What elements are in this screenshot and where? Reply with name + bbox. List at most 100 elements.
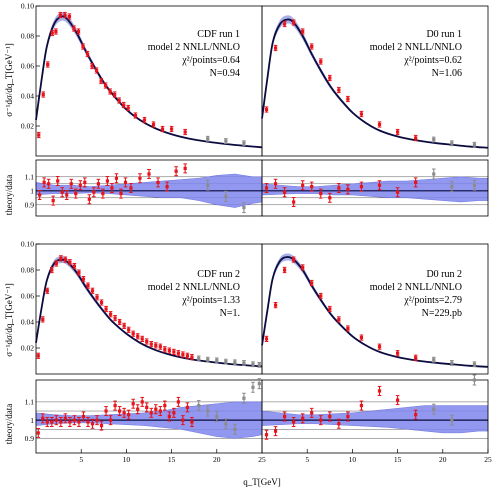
ratio-excluded-point-r_cdf2-2 — [215, 411, 219, 422]
ratio-point-r_cdf1-8 — [73, 188, 78, 199]
ratio-point-r_cdf2-19 — [122, 407, 126, 418]
ratio-point-r_cdf2-7 — [68, 416, 72, 427]
data-point-d01-11 — [377, 121, 382, 128]
data-point-cdf2-29 — [167, 347, 172, 354]
x-tick-label-r_cdf2-0: 5 — [79, 455, 83, 464]
data-point-cdf2-22 — [135, 333, 140, 340]
data-point-d01-7 — [328, 74, 332, 82]
x-tick-label-r_cdf2-4: 25 — [258, 455, 266, 464]
data-point-cdf1-10 — [81, 43, 85, 50]
ratio-excluded-point-r_d01-1 — [450, 181, 454, 193]
ratio-point-r_d02-12 — [395, 395, 400, 406]
annotation-cdf2-line4: N=1. — [220, 308, 240, 319]
ratio-point-r_cdf1-7 — [69, 178, 74, 189]
ratio-band-r_d02 — [261, 405, 489, 434]
ratio-point-r_cdf2-34 — [190, 416, 194, 427]
ratio-excluded-point-r_cdf2-4 — [233, 423, 237, 435]
data-point-cdf1-23 — [151, 121, 156, 128]
excluded-point-d02-2 — [472, 361, 477, 368]
ratio-point-r_cdf2-27 — [158, 406, 163, 417]
ratio-point-r_d01-12 — [395, 187, 400, 198]
data-point-cdf2-6 — [63, 256, 68, 263]
ratio-point-r_cdf2-10 — [81, 411, 86, 422]
data-point-cdf2-27 — [158, 343, 163, 350]
data-point-d02-5 — [309, 279, 314, 287]
excluded-point-d01-2 — [472, 141, 477, 148]
data-point-cdf2-10 — [81, 276, 86, 283]
ratio-point-r_cdf2-9 — [77, 416, 81, 427]
data-point-d02-13 — [413, 354, 418, 361]
data-point-cdf1-15 — [103, 82, 108, 89]
data-point-d01-13 — [413, 134, 418, 142]
ratio-point-r_cdf2-20 — [126, 409, 131, 420]
ratio-point-r_cdf2-29 — [167, 411, 172, 422]
data-point-cdf2-15 — [104, 305, 108, 313]
ratio-point-r_cdf2-24 — [144, 402, 149, 413]
ratio-point-r_cdf1-25 — [174, 166, 178, 177]
ratio-point-r_cdf2-26 — [153, 404, 158, 415]
data-point-cdf1-12 — [90, 62, 94, 70]
x-tick-label-r_cdf2-2: 15 — [168, 455, 176, 464]
data-point-cdf2-18 — [117, 318, 122, 326]
x-tick-label-r_d02-0: 5 — [305, 455, 309, 464]
panel-frame-d02 — [261, 243, 489, 375]
data-point-cdf2-26 — [153, 342, 158, 349]
annotation-cdf1-line3: χ²/points=0.64 — [181, 55, 240, 66]
ratio-point-r_d02-9 — [346, 411, 350, 422]
data-point-cdf1-4 — [54, 28, 58, 35]
ratio-point-r_cdf1-12 — [92, 187, 96, 198]
excluded-point-cdf2-7 — [257, 362, 262, 368]
ratio-point-r_cdf1-18 — [119, 188, 123, 199]
data-point-cdf2-16 — [108, 311, 113, 318]
y-tick-label-cdf1-0: 0.10 — [21, 2, 34, 11]
ratio-point-r_cdf2-11 — [86, 416, 90, 427]
ratio-y-tick-label-r_cdf1-2: 0.9 — [25, 200, 35, 209]
y-axis-label-bottom: σ⁻¹dσ/dq_T[GeV⁻¹] — [4, 283, 14, 357]
ratio-point-r_cdf2-5 — [59, 416, 63, 427]
data-point-cdf2-30 — [172, 348, 176, 355]
data-point-d02-10 — [359, 334, 364, 341]
y-tick-label-cdf2-4: 0.02 — [21, 344, 34, 353]
ratio-point-r_cdf1-14 — [101, 188, 105, 199]
data-point-cdf1-8 — [72, 25, 76, 32]
data-point-cdf1-13 — [94, 67, 99, 74]
ratio-point-r_cdf2-17 — [113, 400, 117, 411]
panel-frame-d01 — [261, 5, 489, 157]
data-point-d01-4 — [300, 28, 305, 35]
data-point-cdf2-32 — [181, 351, 185, 358]
ratio-point-r_d02-6 — [318, 415, 323, 426]
ratio-point-r_d02-1 — [273, 426, 278, 437]
y-tick-label-cdf2-0: 0.10 — [21, 240, 34, 249]
ratio-excluded-point-r_d01-2 — [472, 179, 477, 191]
ratio-point-r_d01-6 — [318, 188, 323, 199]
data-point-cdf1-16 — [108, 88, 112, 95]
y-tick-label-cdf1-1: 0.08 — [21, 32, 34, 41]
data-point-cdf2-23 — [140, 335, 145, 342]
data-point-d01-9 — [346, 95, 350, 103]
ratio-point-r_cdf1-11 — [87, 194, 92, 205]
excluded-point-cdf2-2 — [215, 357, 219, 364]
data-point-d02-3 — [291, 256, 296, 263]
data-point-cdf1-14 — [99, 77, 103, 85]
ratio-point-r_cdf2-23 — [140, 396, 145, 407]
ratio-point-r_d02-11 — [377, 385, 382, 396]
data-point-cdf1-3 — [50, 29, 55, 37]
data-point-cdf1-25 — [169, 125, 174, 133]
ratio-point-r_cdf1-4 — [55, 176, 60, 186]
ratio-point-r_cdf2-30 — [172, 407, 176, 418]
excluded-point-cdf2-0 — [196, 355, 201, 362]
data-point-cdf2-9 — [77, 269, 81, 276]
ratio-point-r_cdf2-18 — [117, 406, 122, 417]
ratio-point-r_d02-0 — [264, 429, 269, 440]
data-point-d02-2 — [282, 266, 287, 274]
ratio-y-tick-label-r_cdf1-0: 1.1 — [25, 172, 35, 181]
ratio-point-r_d01-2 — [282, 187, 287, 198]
excluded-point-cdf1-2 — [242, 140, 246, 147]
ratio-y-axis-label-top: theory/data — [4, 175, 14, 215]
data-point-cdf2-25 — [149, 341, 154, 348]
annotation-cdf2-line3: χ²/points=1.33 — [181, 295, 240, 306]
annotation-d01-line3: χ²/points=0.62 — [403, 55, 462, 66]
data-point-cdf1-19 — [121, 101, 126, 109]
ratio-point-r_cdf2-12 — [90, 418, 95, 429]
annotation-cdf2-line2: model 2 NNLL/NNLO — [148, 282, 240, 293]
